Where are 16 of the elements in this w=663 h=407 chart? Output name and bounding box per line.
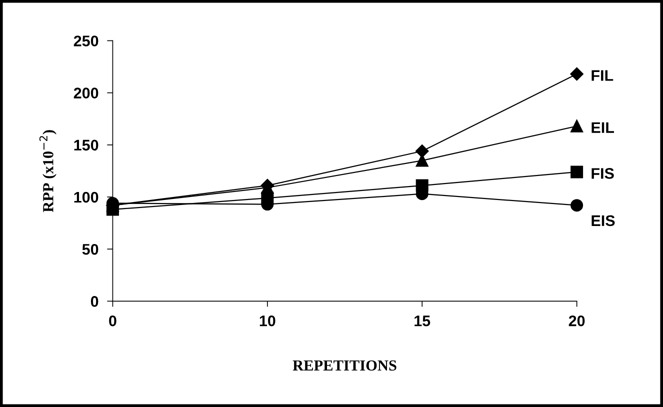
series-label: FIS — [592, 168, 614, 179]
x-tick-label: 0 — [109, 315, 116, 326]
y-tick-label: 250 — [74, 36, 98, 46]
x-axis-title: REPETITIONS — [292, 360, 396, 371]
series-label: FIL — [592, 70, 614, 81]
x-tick-label: 10 — [260, 315, 276, 326]
series-label: EIS — [592, 215, 615, 226]
y-tick-label: 100 — [74, 192, 98, 203]
y-tick-label: 200 — [74, 88, 98, 98]
x-tick-label: 20 — [568, 315, 585, 326]
series-label: EIL — [592, 122, 614, 133]
y-tick-label: 0 — [90, 296, 98, 307]
y-tick-label: 50 — [82, 244, 98, 255]
y-tick-label: 150 — [74, 140, 98, 151]
y-axis-title: RPP (x10$^{−2}$) — [39, 130, 56, 212]
x-tick-label: 15 — [414, 316, 430, 326]
